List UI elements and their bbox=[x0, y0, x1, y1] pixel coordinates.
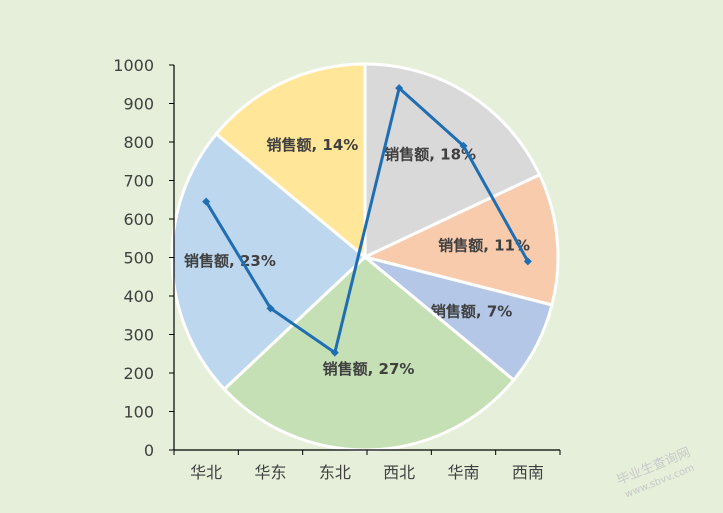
y-tick-label: 200 bbox=[123, 364, 154, 383]
line-point-marker bbox=[330, 348, 339, 357]
y-tick-label: 300 bbox=[123, 326, 154, 345]
series-line bbox=[204, 86, 530, 355]
line-point-marker bbox=[395, 84, 404, 93]
line-point-marker bbox=[266, 304, 275, 313]
y-tick-label: 400 bbox=[123, 287, 154, 306]
line-point-marker bbox=[202, 197, 211, 206]
x-category-label: 华北 bbox=[190, 463, 222, 482]
y-tick-label: 0 bbox=[144, 441, 154, 460]
y-tick-label: 800 bbox=[123, 133, 154, 152]
pie-slice bbox=[363, 62, 542, 260]
y-tick-label: 500 bbox=[123, 249, 154, 268]
y-tick-label: 900 bbox=[123, 95, 154, 114]
pie-slice-label: 销售额, 18% bbox=[384, 145, 476, 163]
y-tick-label: 700 bbox=[123, 172, 154, 191]
y-tick-label: 1000 bbox=[113, 56, 154, 75]
pie-slice-label: 销售额, 11% bbox=[438, 237, 530, 255]
x-category-label: 东北 bbox=[319, 463, 351, 482]
line-chart bbox=[202, 84, 532, 357]
pie-slice bbox=[360, 172, 560, 307]
pie-slice-label: 销售额, 23% bbox=[184, 252, 276, 270]
pie-slice bbox=[214, 62, 367, 261]
y-tick-label: 600 bbox=[123, 210, 154, 229]
x-category-label: 华南 bbox=[447, 463, 479, 482]
pie-slice-label: 销售额, 27% bbox=[323, 360, 415, 378]
pie-slice-label: 销售额, 14% bbox=[266, 136, 358, 154]
y-tick-label: 100 bbox=[123, 403, 154, 422]
x-category-label: 西南 bbox=[512, 463, 544, 482]
x-category-label: 华东 bbox=[254, 463, 286, 482]
pie-chart: 销售额, 18% 销售额, 11% 销售额, 7% 销售额, 27% 销售额, 23% 销… bbox=[170, 62, 560, 452]
line-point-marker bbox=[459, 141, 468, 150]
pie-slice-label: 销售额, 7% bbox=[431, 302, 512, 320]
x-category-label: 西北 bbox=[383, 463, 415, 482]
pie-slice bbox=[170, 131, 368, 392]
line-chart-axes: 0 100 200 300 400 500 600 700 800 900 1000 华北 华东 东北 西北… bbox=[113, 56, 561, 482]
watermark: 毕业生查询网 www.sbvv.com bbox=[615, 445, 696, 500]
line-point-marker bbox=[523, 257, 532, 266]
